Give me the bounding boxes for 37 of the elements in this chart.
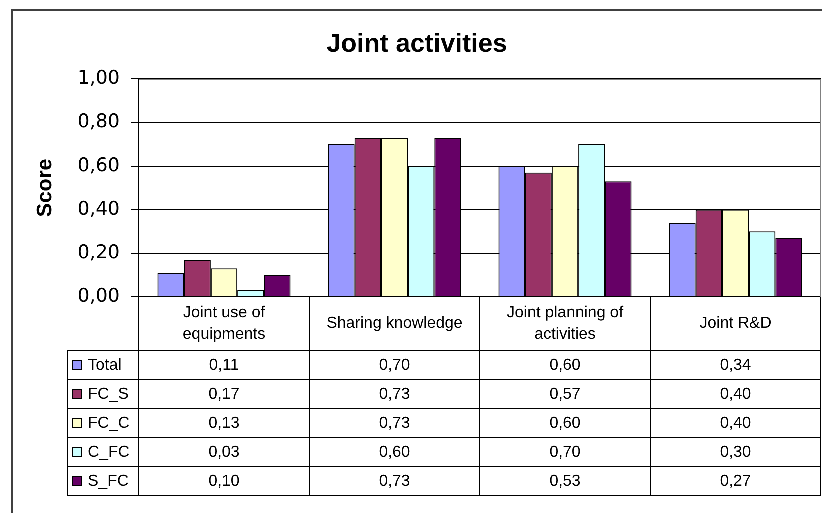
data-label: 0,11	[209, 356, 240, 374]
data-label: 0,60	[379, 444, 410, 461]
data-label: 0,27	[720, 472, 752, 490]
y-tick-label: 0,80	[78, 110, 120, 133]
y-tick-label: 0,60	[78, 154, 120, 176]
data-label: 0,73	[379, 386, 410, 403]
x-tick-label: Joint use of equipments	[182, 304, 266, 344]
data-label: 0,60	[550, 356, 581, 374]
y-tick-label: 1,00	[78, 67, 120, 90]
data-label: 0,34	[720, 356, 752, 374]
data-label: 0,73	[379, 414, 410, 432]
data-label: 0,73	[379, 472, 410, 490]
data-label: 0,40	[720, 386, 752, 403]
chart-title: Joint activities	[326, 28, 508, 58]
y-tick-label: 0,00	[78, 284, 120, 307]
y-tick-label: 0,20	[78, 241, 120, 264]
data-label: 0,57	[550, 386, 581, 403]
legend-label: Total	[88, 356, 122, 374]
data-label: 0,03	[208, 444, 240, 461]
data-label: 0,70	[550, 444, 581, 461]
y-axis-title: Score	[33, 158, 56, 218]
legend-label: S_FC	[88, 472, 129, 490]
data-label: 0,60	[550, 414, 581, 432]
data-label: 0,13	[208, 414, 240, 432]
data-label: 0,30	[720, 444, 752, 461]
data-label: 0,10	[208, 472, 240, 490]
x-tick-label: Sharing knowledge	[326, 315, 463, 332]
y-tick-label: 0,40	[78, 198, 120, 220]
data-label: 0,40	[720, 414, 752, 432]
data-label: 0,53	[550, 472, 581, 490]
legend-label: FC_S	[88, 386, 129, 403]
legend-label: C_FC	[88, 444, 130, 461]
x-tick-label: Joint planning of activities	[506, 304, 624, 344]
data-label: 0,17	[208, 386, 240, 403]
x-tick-label: Joint R&D	[700, 315, 772, 332]
data-label: 0,70	[379, 356, 410, 374]
legend-label: FC_C	[88, 414, 130, 432]
